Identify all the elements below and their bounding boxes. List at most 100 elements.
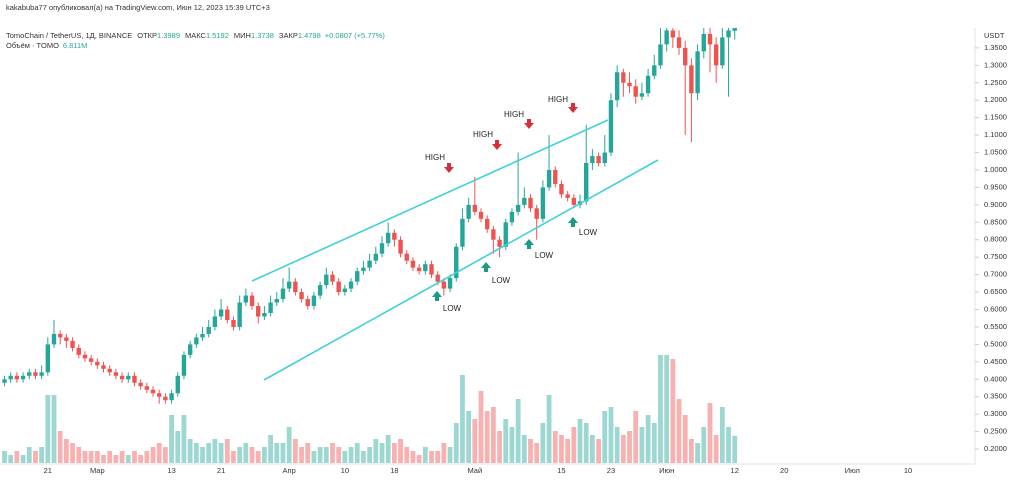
volume-bar [101,455,106,463]
volume-bar [367,447,373,463]
y-tick-label: 0.6000 [984,304,1007,313]
candle-body [119,375,125,380]
candle-body [286,281,292,289]
x-tick-label: 21 [44,466,52,475]
low-label: LOW [535,251,554,260]
candle-body [76,347,81,355]
x-tick-label: 21 [217,466,225,475]
x-tick-label: Мар [90,466,105,475]
volume-bar [719,407,725,463]
volume-bar [664,355,670,463]
candle-body [522,197,527,205]
up-arrow [524,239,534,249]
volume-bar [689,439,694,463]
volume-bar [707,403,713,463]
candle-body [497,239,502,247]
candle-body [33,372,38,376]
volume-bar [88,451,94,463]
y-unit: USDT [984,31,1005,40]
y-tick-label: 0.8000 [984,235,1007,244]
y-tick-label: 1.2500 [984,78,1007,87]
candle-body [639,93,645,97]
candle-body [20,375,26,380]
volume-bar [311,451,317,463]
candle-body [132,375,137,383]
candle-body [608,100,614,153]
volume-bar [119,451,125,463]
volume-bar [206,443,212,463]
candle-body [82,354,88,359]
x-tick-label: 13 [167,466,175,475]
candle-body [237,302,242,327]
volume-bar [540,423,546,463]
volume-bar [484,411,490,463]
volume-bar [348,447,354,463]
candle-body [243,295,249,303]
candle-body [472,204,478,212]
volume-bar [268,435,273,463]
volume-bar [299,447,304,463]
candle-body [447,278,453,289]
y-tick-label: 0.4500 [984,357,1007,366]
volume-bar [138,455,144,463]
candle-body [144,386,150,390]
candle-body [39,372,44,376]
volume-bar [435,451,441,463]
low-label: LOW [492,276,511,285]
candle-body [348,281,354,289]
x-tick-label: Июл [845,466,860,475]
volume-bar [695,443,700,463]
volume-bar [385,435,391,463]
low-label: LOW [579,228,598,237]
y-tick-label: 0.9000 [984,200,1007,209]
candle-body [373,253,379,261]
volume-bar [255,451,261,463]
candle-body [713,44,719,66]
candle-body [336,281,341,293]
candle-body [571,197,577,205]
volume-bar [336,447,342,463]
volume-bar [162,447,168,463]
candle-body [51,333,57,345]
candle-body [423,264,428,272]
candle-body [274,299,279,303]
volume-bar [237,447,243,463]
candle-body [256,306,261,317]
candle-body [404,253,409,261]
volume-bar [39,447,45,463]
legend-value: 1.4798 [298,31,321,40]
volume-bar [676,399,682,463]
candle-body [330,274,335,282]
volume-bar [280,443,286,463]
y-tick-label: 1.0500 [984,148,1007,157]
volume-bar [565,439,571,463]
candle-body [584,163,589,202]
legend-title: TomoChain / TetherUS, 1Д, BINANCE [6,31,132,40]
volume-bar [627,431,632,463]
candle-body [262,313,267,317]
candle-body [225,309,230,320]
volume-bar [8,455,14,463]
volume-bar [107,451,113,463]
volume-bar [379,443,385,463]
volume-bar [552,431,558,463]
volume-bar [113,455,119,463]
candle-body [113,372,119,376]
volume-bar [224,439,230,463]
candle-body [559,183,564,195]
y-tick-label: 0.8500 [984,217,1007,226]
candle-body [732,28,737,31]
volume-bar [416,455,422,463]
up-arrow [481,262,491,272]
volume-bar [497,431,502,463]
candle-body [305,299,310,307]
volume-bar [373,439,379,463]
volume-bar [317,447,323,463]
down-arrow [524,119,534,129]
candle-body [324,274,329,286]
volume-bar [410,451,416,463]
volume-bar [76,447,82,463]
high-label: HIGH [548,95,568,104]
x-tick-label: 10 [341,466,349,475]
